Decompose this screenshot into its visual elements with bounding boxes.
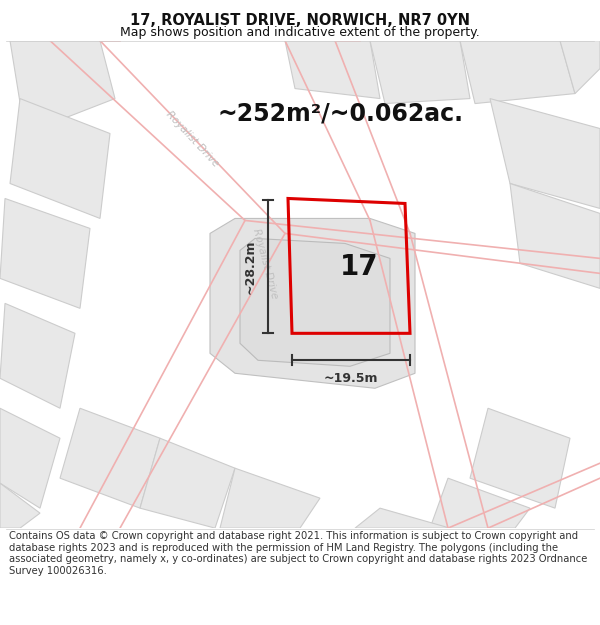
Polygon shape	[0, 483, 40, 528]
Polygon shape	[220, 221, 410, 383]
Text: ~28.2m: ~28.2m	[244, 239, 257, 294]
Polygon shape	[470, 408, 570, 508]
Polygon shape	[560, 41, 600, 94]
Text: 17, ROYALIST DRIVE, NORWICH, NR7 0YN: 17, ROYALIST DRIVE, NORWICH, NR7 0YN	[130, 13, 470, 28]
Polygon shape	[10, 41, 115, 134]
Polygon shape	[0, 303, 75, 408]
Polygon shape	[355, 508, 450, 528]
Text: ~19.5m: ~19.5m	[324, 372, 378, 385]
Polygon shape	[0, 199, 90, 308]
Polygon shape	[210, 219, 415, 388]
Polygon shape	[10, 99, 110, 219]
Text: ~252m²/~0.062ac.: ~252m²/~0.062ac.	[217, 101, 463, 126]
Text: Map shows position and indicative extent of the property.: Map shows position and indicative extent…	[120, 26, 480, 39]
Polygon shape	[60, 408, 160, 508]
Polygon shape	[490, 99, 600, 209]
Text: Royalist Drive: Royalist Drive	[251, 228, 279, 299]
Polygon shape	[0, 408, 60, 508]
Polygon shape	[285, 41, 380, 99]
Polygon shape	[370, 41, 470, 104]
Polygon shape	[140, 438, 235, 528]
Text: Royalist Drive: Royalist Drive	[164, 109, 220, 168]
Text: Contains OS data © Crown copyright and database right 2021. This information is : Contains OS data © Crown copyright and d…	[9, 531, 587, 576]
Polygon shape	[220, 468, 320, 528]
Polygon shape	[510, 184, 600, 288]
Text: 17: 17	[340, 253, 378, 281]
Polygon shape	[240, 238, 390, 366]
Polygon shape	[460, 41, 575, 104]
Polygon shape	[430, 478, 530, 528]
